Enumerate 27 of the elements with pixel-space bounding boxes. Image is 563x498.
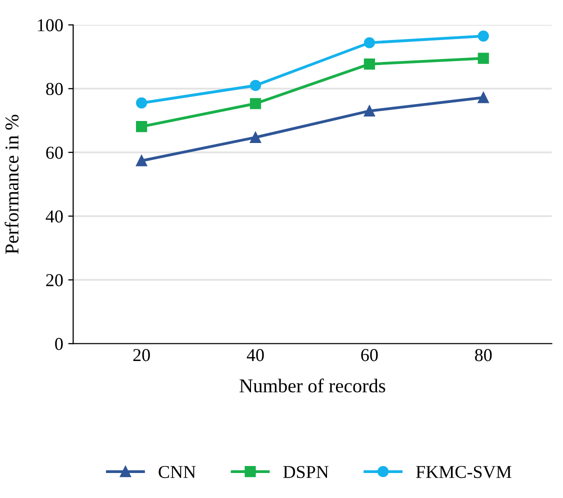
point (478, 52, 489, 64)
point (478, 92, 489, 104)
x-tick-label: 20 (133, 349, 150, 362)
point (364, 58, 375, 70)
legend-label: CNN (158, 466, 196, 478)
y-tick-label: 80 (46, 82, 63, 96)
x-tick-label: 40 (246, 349, 264, 362)
y-tick-label: 0 (55, 338, 63, 350)
point (250, 80, 262, 92)
x-axis-title: Number of records (240, 378, 386, 392)
point (136, 155, 148, 166)
y-tick-label: 100 (38, 19, 63, 32)
point (136, 121, 148, 132)
point (250, 132, 262, 143)
point (250, 98, 262, 110)
x-tick-label: 60 (361, 349, 378, 362)
y-tick-label: 60 (46, 146, 63, 159)
point (364, 37, 375, 48)
point (136, 97, 148, 109)
y-tick-label: 40 (46, 210, 63, 223)
legend-label: DSPN (283, 466, 328, 478)
y-axis-title: Performance in % (4, 114, 19, 254)
x-tick-label: 80 (475, 349, 492, 362)
y-tick-label: 20 (46, 274, 63, 286)
legend-label: FKMC-SVM (416, 466, 512, 478)
point (364, 105, 375, 117)
point (478, 30, 489, 42)
